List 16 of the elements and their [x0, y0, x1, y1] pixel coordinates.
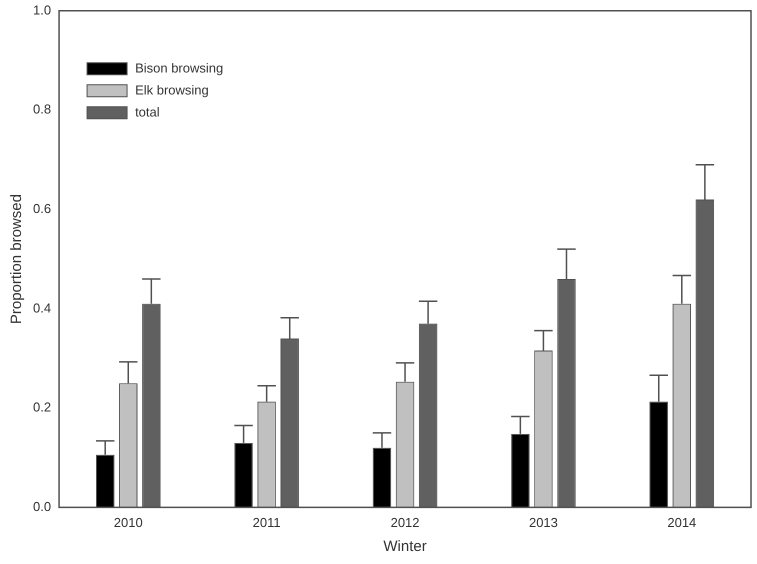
y-tick-label: 0.2 [32, 400, 52, 415]
legend-label: Bison browsing [135, 60, 224, 76]
y-axis-title: Proportion browsed [8, 194, 26, 324]
x-axis-title: Winter [383, 538, 427, 556]
y-tick-label: 0.6 [32, 201, 52, 216]
x-tick-label: 2014 [667, 514, 696, 530]
x-tick-label: 2012 [390, 514, 420, 530]
y-tick-label: 0.0 [32, 498, 52, 514]
y-tick-label: 1.0 [32, 2, 52, 18]
legend-label: total [135, 104, 160, 120]
x-tick-label: 2013 [528, 514, 558, 530]
legend-label: Elk browsing [135, 82, 209, 98]
y-tick-label: 0.8 [32, 102, 52, 117]
x-tick-label: 2011 [252, 514, 281, 530]
x-tick-label: 2010 [114, 514, 143, 530]
y-tick-label: 0.4 [32, 300, 52, 316]
